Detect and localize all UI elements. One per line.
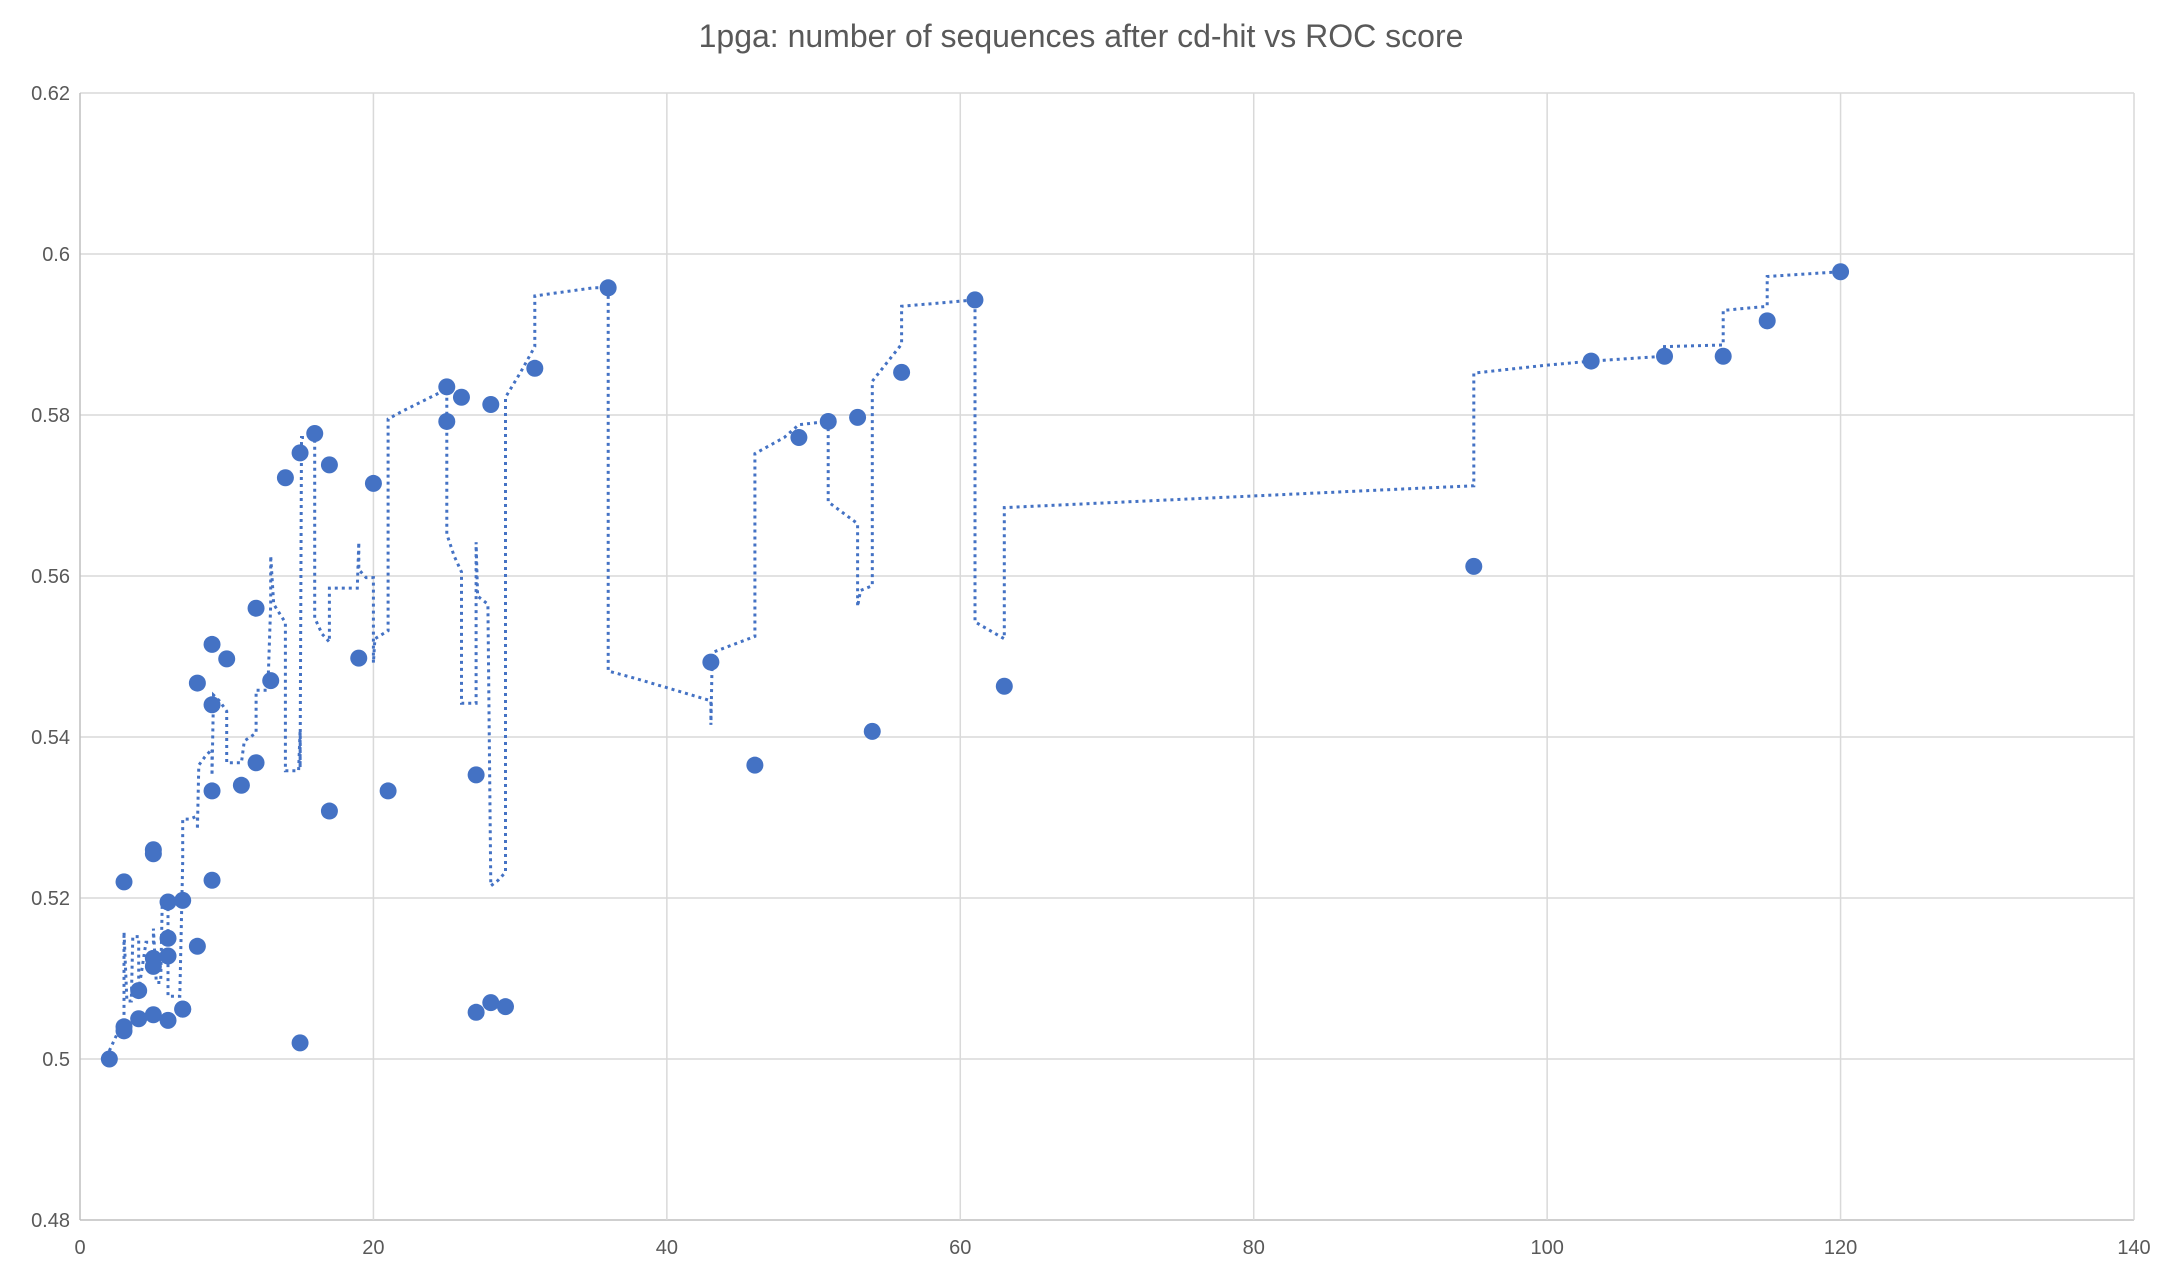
y-tick-label: 0.58 (31, 405, 70, 427)
data-point (452, 388, 470, 406)
data-points (100, 263, 1850, 1068)
data-point (819, 412, 837, 430)
data-point (482, 396, 500, 414)
data-point (291, 1034, 309, 1052)
y-tick-label: 0.54 (31, 727, 70, 749)
data-point (438, 378, 456, 396)
data-point (203, 635, 221, 653)
data-point (1832, 263, 1850, 281)
x-tick-label: 120 (1824, 1237, 1857, 1259)
x-tick-label: 40 (656, 1237, 678, 1259)
data-point (320, 802, 338, 820)
data-point (1714, 347, 1732, 365)
trendline (107, 270, 1841, 1052)
data-point (291, 444, 309, 462)
data-point (893, 363, 911, 381)
data-point (115, 873, 133, 891)
data-point (218, 650, 236, 668)
x-tick-label: 80 (1243, 1237, 1265, 1259)
x-tick-label: 100 (1530, 1237, 1563, 1259)
data-point (379, 782, 397, 800)
y-tick-label: 0.56 (31, 566, 70, 588)
data-point (1656, 347, 1674, 365)
data-point (159, 947, 177, 965)
data-point (247, 754, 265, 772)
data-point (232, 776, 250, 794)
data-point (849, 408, 867, 426)
data-point (496, 998, 514, 1016)
data-point (159, 929, 177, 947)
data-point (159, 1011, 177, 1029)
data-point (203, 871, 221, 889)
y-tick-label: 0.52 (31, 888, 70, 910)
y-tick-label: 0.5 (42, 1049, 70, 1071)
chart-title: 1pga: number of sequences after cd-hit v… (698, 18, 1464, 54)
data-point (702, 653, 720, 671)
data-point (1758, 312, 1776, 330)
data-point (350, 649, 368, 667)
data-point (995, 677, 1013, 695)
data-point (438, 412, 456, 430)
data-point (174, 891, 192, 909)
gridlines (79, 92, 2135, 1221)
x-tick-label: 20 (362, 1237, 384, 1259)
data-point (966, 291, 984, 309)
data-point (863, 722, 881, 740)
y-tick-label: 0.62 (31, 83, 70, 105)
data-point (467, 1003, 485, 1021)
data-point (790, 429, 808, 447)
data-point (188, 674, 206, 692)
data-point (746, 756, 764, 774)
data-point (599, 279, 617, 297)
data-point (203, 782, 221, 800)
data-point (144, 1006, 162, 1024)
data-point (115, 1018, 133, 1036)
data-point (159, 893, 177, 911)
data-point (144, 957, 162, 975)
data-point (130, 1010, 148, 1028)
data-point (203, 696, 221, 714)
data-point (247, 599, 265, 617)
y-tick-label: 0.6 (42, 244, 70, 266)
data-point (100, 1050, 118, 1068)
data-point (262, 672, 280, 690)
data-point (144, 841, 162, 859)
tick-labels: 0.48 0.5 0.52 0.54 0.56 0.58 0.6 0.62 0 20 40 60 80 1… (31, 83, 2151, 1259)
data-point (467, 766, 485, 784)
data-point (320, 456, 338, 474)
data-point (526, 359, 544, 377)
data-point (1582, 352, 1600, 370)
data-point (276, 469, 294, 487)
x-tick-label: 0 (74, 1237, 85, 1259)
data-point (174, 1000, 192, 1018)
data-point (364, 474, 382, 492)
data-point (482, 994, 500, 1012)
data-point (1465, 557, 1483, 575)
y-tick-label: 0.48 (31, 1210, 70, 1232)
x-tick-label: 60 (949, 1237, 971, 1259)
data-point (188, 937, 206, 955)
data-point (130, 982, 148, 1000)
x-tick-label: 140 (2117, 1237, 2150, 1259)
data-point (306, 425, 324, 443)
